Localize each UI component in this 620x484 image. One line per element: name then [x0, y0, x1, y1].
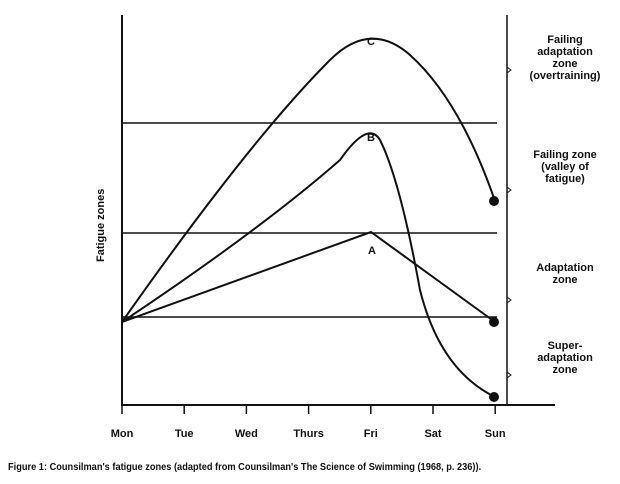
zone-label-adaptation: Adaptation zone	[536, 262, 594, 286]
curve-b	[121, 132, 496, 398]
curve-c	[121, 37, 496, 323]
x-tick-label: Wed	[235, 428, 258, 440]
curve-a	[121, 230, 496, 323]
x-tick-label: Tue	[175, 428, 194, 440]
x-tick-label: Thurs	[293, 428, 324, 440]
curve-label-c: C	[367, 36, 375, 48]
brace-mark	[506, 66, 512, 74]
brace-mark	[506, 371, 512, 379]
curve-label-b: B	[367, 132, 375, 144]
end-point-c	[489, 196, 499, 206]
zone-label-super-adaptation: Super- adaptation zone	[537, 340, 593, 376]
y-axis-label: Fatigue zones	[95, 189, 107, 262]
brace-mark	[506, 296, 512, 304]
end-point-a	[489, 317, 499, 327]
x-tick-label: Sun	[485, 428, 506, 440]
zone-label-failing: Failing zone (valley of fatigue)	[533, 149, 597, 185]
x-tick-label: Mon	[111, 428, 134, 440]
curve-label-a: A	[368, 245, 376, 257]
end-point-b	[489, 392, 499, 402]
figure-caption: Figure 1: Counsilman's fatigue zones (ad…	[8, 461, 482, 473]
x-tick-label: Sat	[424, 428, 441, 440]
x-tick-label: Fri	[364, 428, 378, 440]
brace-mark	[506, 186, 512, 194]
zone-label-failing-adaptation: Failing adaptation zone (overtraining)	[529, 34, 601, 82]
